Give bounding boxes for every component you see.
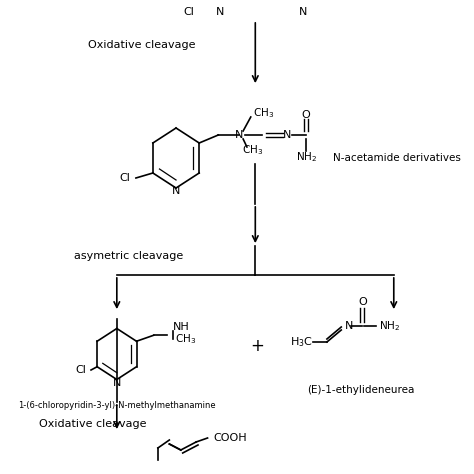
Text: CH$_3$: CH$_3$ [242, 143, 264, 157]
Text: N: N [283, 130, 291, 140]
Text: O: O [302, 110, 310, 120]
Text: asymetric cleavage: asymetric cleavage [74, 251, 183, 261]
Text: (E)-1-ethylideneurea: (E)-1-ethylideneurea [307, 385, 414, 395]
Text: N: N [113, 377, 121, 388]
Text: Oxidative cleavage: Oxidative cleavage [88, 40, 196, 50]
Text: COOH: COOH [213, 433, 247, 443]
Text: Cl: Cl [119, 173, 130, 183]
Text: +: + [250, 337, 264, 355]
Text: NH$_2$: NH$_2$ [296, 150, 317, 164]
Text: N: N [345, 321, 354, 331]
Text: Cl: Cl [183, 7, 194, 17]
Text: NH$_2$: NH$_2$ [380, 319, 401, 333]
Text: N: N [235, 130, 244, 140]
Text: N: N [172, 186, 180, 196]
Text: N: N [299, 7, 307, 17]
Text: NH: NH [173, 322, 190, 332]
Text: Cl: Cl [75, 365, 86, 375]
Text: O: O [358, 297, 366, 307]
Text: 1-(6-chloropyridin-3-yl)-N-methylmethanamine: 1-(6-chloropyridin-3-yl)-N-methylmethana… [18, 401, 216, 410]
Text: N: N [216, 7, 224, 17]
Text: CH$_3$: CH$_3$ [253, 106, 274, 120]
Text: CH$_3$: CH$_3$ [175, 332, 196, 346]
Text: Oxidative cleavage: Oxidative cleavage [38, 419, 146, 429]
Text: N-acetamide derivatives: N-acetamide derivatives [333, 153, 461, 163]
Text: H$_3$C: H$_3$C [290, 335, 312, 349]
